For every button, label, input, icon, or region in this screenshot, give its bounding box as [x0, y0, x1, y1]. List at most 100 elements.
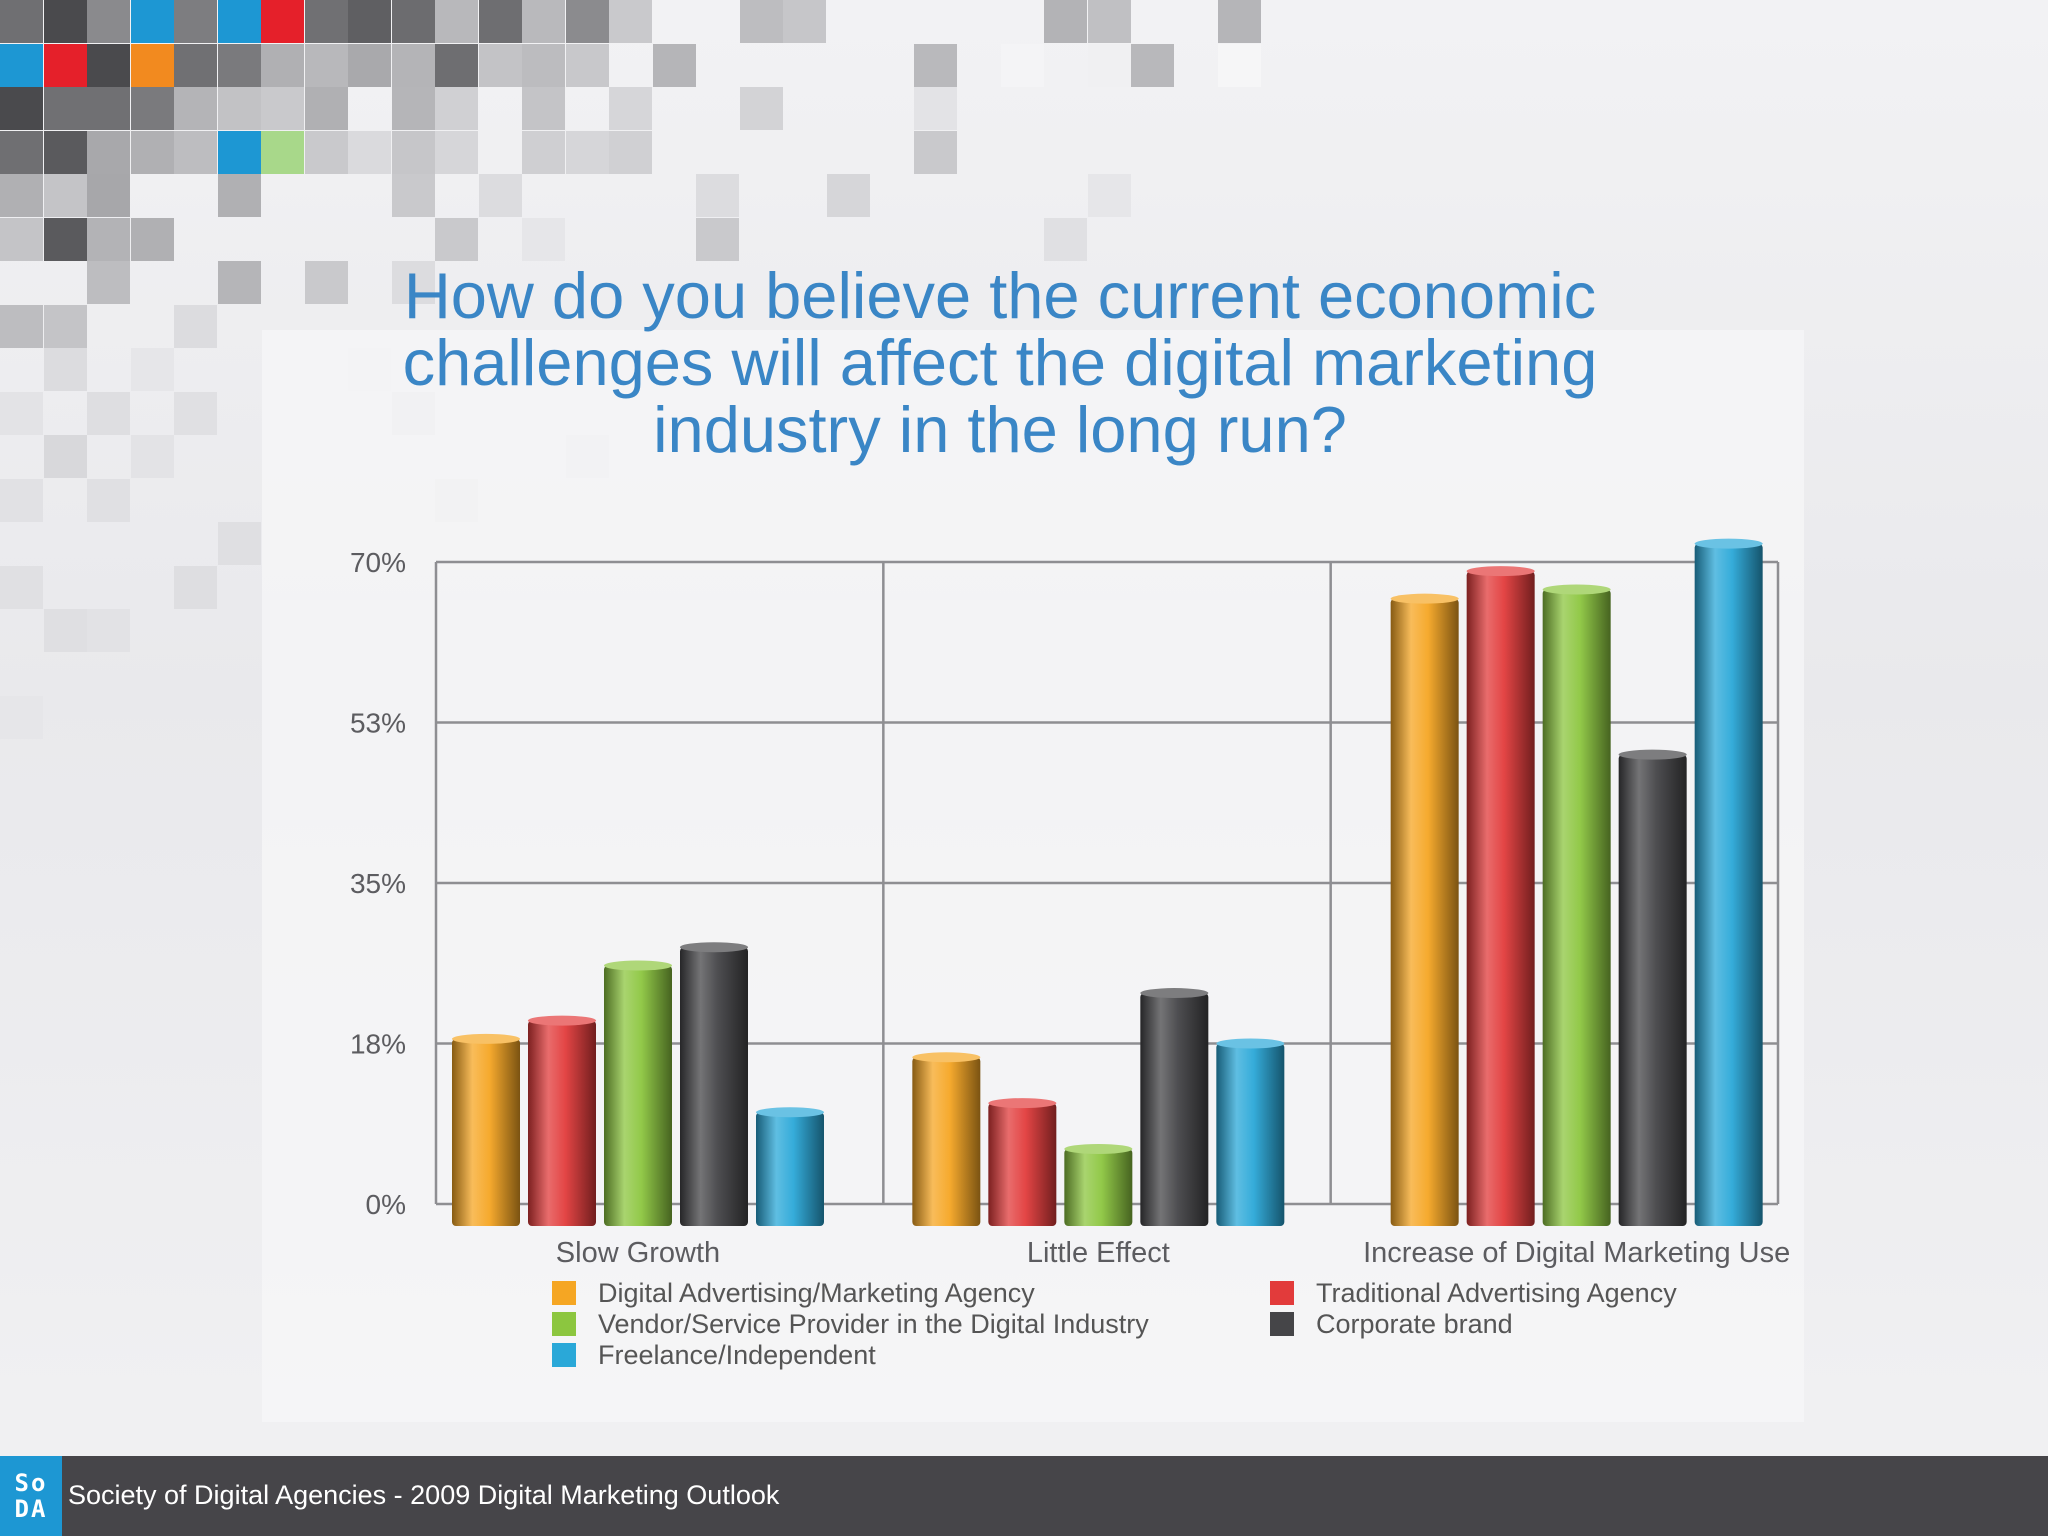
- mosaic-tile: [174, 391, 217, 435]
- mosaic-tile: [217, 87, 261, 130]
- mosaic-tile: [0, 304, 43, 348]
- bar-chart: 0% 18% 35% 53% 70% Slow Growth Little Effect In…: [350, 538, 1790, 1269]
- legend-item: Vendor/Service Provider in the Digital I…: [552, 1309, 1149, 1339]
- mosaic-tile: [1131, 43, 1174, 87]
- mosaic-tile: [478, 0, 522, 43]
- bar-cap: [1466, 566, 1535, 577]
- chart-legend: Digital Advertising/Marketing Agency Trad…: [552, 1278, 1752, 1374]
- mosaic-tile: [609, 87, 652, 130]
- mosaic-tile: [522, 217, 565, 261]
- mosaic-tile: [1044, 0, 1087, 43]
- mosaic-tile: [43, 174, 87, 217]
- legend-swatch: [552, 1281, 576, 1305]
- mosaic-tile: [826, 174, 870, 217]
- mosaic-tile: [0, 130, 43, 174]
- mosaic-tile: [304, 130, 348, 174]
- mosaic-tile: [696, 174, 739, 217]
- mosaic-tile: [174, 0, 217, 43]
- mosaic-tile: [130, 217, 174, 261]
- mosaic-tile: [174, 87, 217, 130]
- mosaic-tile: [739, 87, 783, 130]
- mosaic-tile: [261, 0, 304, 43]
- mosaic-tile: [87, 87, 130, 130]
- mosaic-tile: [1087, 174, 1131, 217]
- mosaic-tile: [217, 130, 261, 174]
- y-tick-label: 53%: [350, 708, 406, 739]
- bar: [1694, 543, 1763, 1226]
- mosaic-tile: [0, 478, 43, 522]
- mosaic-tile: [87, 391, 130, 435]
- mosaic-tile: [391, 174, 435, 217]
- x-category-label: Slow Growth: [556, 1237, 720, 1269]
- mosaic-tile: [435, 217, 478, 261]
- bar: [604, 965, 672, 1226]
- bar-cap: [1694, 538, 1763, 549]
- legend-item: Digital Advertising/Marketing Agency: [552, 1278, 1035, 1308]
- mosaic-tile: [87, 174, 130, 217]
- mosaic-tile: [261, 130, 304, 174]
- mosaic-tile: [87, 43, 130, 87]
- mosaic-tile: [261, 43, 304, 87]
- mosaic-tile: [43, 87, 87, 130]
- bar-cap: [528, 1015, 596, 1026]
- mosaic-tile: [391, 87, 435, 130]
- mosaic-tile: [913, 130, 957, 174]
- mosaic-tile: [391, 0, 435, 43]
- bar-cap: [1140, 988, 1209, 999]
- bar-cap: [1618, 749, 1687, 760]
- mosaic-tile: [43, 609, 87, 652]
- legend-item: Corporate brand: [1270, 1309, 1513, 1339]
- bar-cap: [1216, 1038, 1285, 1049]
- mosaic-tile: [391, 130, 435, 174]
- mosaic-tile: [609, 0, 652, 43]
- mosaic-tile: [304, 43, 348, 87]
- mosaic-tile: [43, 304, 87, 348]
- mosaic-tile: [217, 261, 261, 304]
- x-category-label: Increase of Digital Marketing Use: [1363, 1237, 1790, 1269]
- mosaic-tile: [1087, 43, 1131, 87]
- mosaic-tile: [739, 0, 783, 43]
- bar: [1542, 589, 1611, 1226]
- mosaic-tile: [87, 609, 130, 652]
- legend-swatch: [552, 1312, 576, 1336]
- mosaic-tile: [348, 130, 391, 174]
- mosaic-tile: [391, 261, 435, 304]
- mosaic-tile: [1218, 43, 1261, 87]
- bar-cap: [680, 942, 748, 953]
- legend-item: Traditional Advertising Agency: [1270, 1278, 1677, 1308]
- mosaic-tile: [43, 435, 87, 478]
- bar-cap: [988, 1098, 1057, 1109]
- bar-cap: [1390, 593, 1459, 604]
- legend-swatch: [552, 1343, 576, 1367]
- bar: [452, 1038, 520, 1226]
- legend-label: Vendor/Service Provider in the Digital I…: [598, 1308, 1149, 1339]
- mosaic-tile: [130, 0, 174, 43]
- legend-label: Digital Advertising/Marketing Agency: [598, 1277, 1035, 1308]
- bar: [1064, 1148, 1133, 1226]
- mosaic-tile: [478, 43, 522, 87]
- mosaic-tile: [913, 43, 957, 87]
- logo-text-top: So: [14, 1469, 48, 1497]
- mosaic-tile: [43, 43, 87, 87]
- mosaic-tile: [522, 87, 565, 130]
- mosaic-tile: [1044, 217, 1087, 261]
- mosaic-tile: [87, 130, 130, 174]
- mosaic-tile: [174, 304, 217, 348]
- mosaic-tile: [217, 43, 261, 87]
- bar-cap: [604, 960, 672, 971]
- mosaic-tile: [1087, 0, 1131, 43]
- mosaic-tile: [304, 87, 348, 130]
- mosaic-tile: [217, 0, 261, 43]
- mosaic-tile: [522, 0, 565, 43]
- y-tick-label: 70%: [350, 547, 406, 578]
- mosaic-tile: [435, 43, 478, 87]
- mosaic-tile: [0, 43, 43, 87]
- footer-bar: So DA Society of Digital Agencies - 2009…: [0, 1456, 2048, 1536]
- bar-cap: [1542, 584, 1611, 595]
- mosaic-tile: [261, 87, 304, 130]
- mosaic-tile: [0, 174, 43, 217]
- mosaic-tile: [391, 43, 435, 87]
- mosaic-tile: [696, 217, 739, 261]
- mosaic-tile: [174, 130, 217, 174]
- mosaic-tile: [304, 0, 348, 43]
